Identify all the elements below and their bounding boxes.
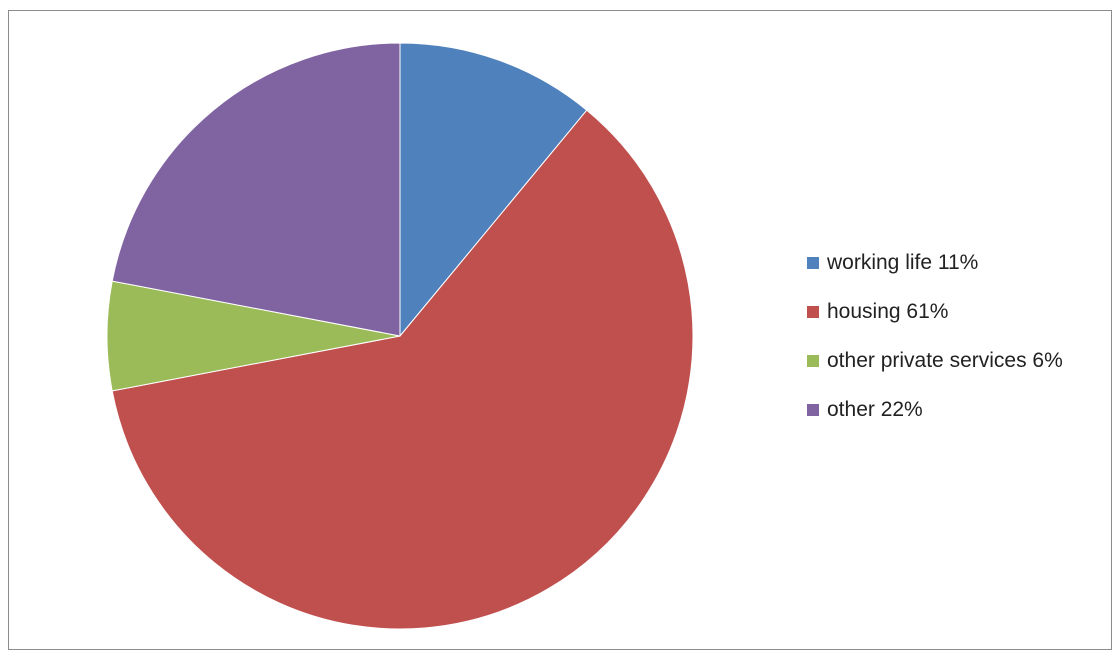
legend-label-working-life: working life 11% <box>827 251 979 274</box>
legend-swatch-other <box>807 404 819 416</box>
pie-chart <box>106 42 694 630</box>
legend-swatch-housing <box>807 306 819 318</box>
legend-item-housing: housing 61% <box>807 300 1063 324</box>
pie-slices <box>106 42 694 630</box>
legend: working life 11% housing 61% other priva… <box>807 251 1063 447</box>
legend-swatch-working-life <box>807 257 819 269</box>
legend-item-working-life: working life 11% <box>807 251 1063 275</box>
pie-slice-housing <box>111 109 694 630</box>
legend-label-other: other 22% <box>827 398 923 421</box>
chart-area: working life 11% housing 61% other priva… <box>8 10 1112 650</box>
legend-swatch-other-private-services <box>807 355 819 367</box>
legend-label-other-private-services: other private services 6% <box>827 349 1063 372</box>
legend-item-other-private-services: other private services 6% <box>807 349 1063 373</box>
legend-item-other: other 22% <box>807 398 1063 422</box>
pie-slice-other <box>111 42 401 337</box>
pie-slice-working-life <box>399 42 588 338</box>
legend-label-housing: housing 61% <box>827 300 949 323</box>
